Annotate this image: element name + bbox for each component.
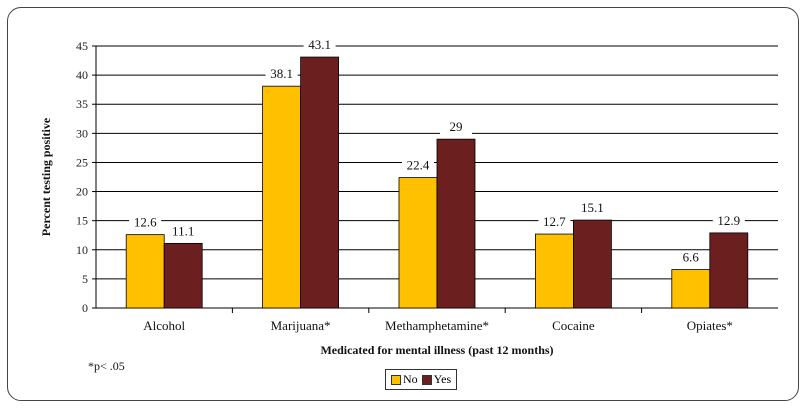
bar-yes-cocaine <box>573 219 612 309</box>
data-label: 15.1 <box>581 200 604 215</box>
bar-no-marijuana <box>262 85 302 309</box>
category-label: Alcohol <box>143 318 185 333</box>
y-tick-label: 20 <box>76 185 88 199</box>
bar-yes-opiates <box>709 232 749 309</box>
data-label: 6.6 <box>683 250 700 265</box>
legend-item-no: No <box>391 372 418 387</box>
y-tick-label: 40 <box>76 68 88 82</box>
bar-no-opiates <box>671 269 711 309</box>
data-label: 11.1 <box>172 223 194 238</box>
footnote: *p< .05 <box>88 359 125 373</box>
legend: No Yes <box>385 369 458 390</box>
data-label-bg <box>167 224 200 239</box>
legend-label-yes: Yes <box>433 372 452 386</box>
y-tick-label: 10 <box>76 243 88 257</box>
legend-item-yes: Yes <box>421 372 452 387</box>
data-label: 12.7 <box>543 214 566 229</box>
y-tick-label: 30 <box>76 126 88 140</box>
data-label-bg <box>303 38 336 53</box>
y-tick-label: 25 <box>76 155 88 169</box>
category-label: Marijuana* <box>271 318 331 333</box>
y-axis-title: Percent testing positive <box>39 117 53 236</box>
category-label: Cocaine <box>552 318 595 333</box>
y-tick-label: 45 <box>76 39 88 53</box>
bar-yes-alcohol <box>163 242 203 309</box>
data-label: 22.4 <box>407 158 430 173</box>
y-tick-label: 0 <box>82 301 88 315</box>
data-label-bg <box>265 67 298 82</box>
bar-no-cocaine <box>535 233 574 309</box>
data-label-bg <box>440 120 472 135</box>
y-tick-label: 5 <box>82 272 88 286</box>
data-label: 12.6 <box>134 215 157 230</box>
data-label-bg <box>402 158 434 173</box>
bar-no-alcohol <box>125 234 165 309</box>
bar-yes-marijuana <box>300 56 340 309</box>
y-tick-label: 15 <box>76 214 88 228</box>
y-tick-label: 35 <box>76 97 88 111</box>
legend-label-no: No <box>403 372 418 386</box>
bar-no-methamphetamine <box>398 177 438 309</box>
data-label-bg <box>576 201 609 216</box>
legend-swatch-no <box>391 374 401 385</box>
data-label-bg <box>712 213 745 228</box>
category-label: Opiates* <box>687 318 733 333</box>
data-label: 43.1 <box>308 37 331 52</box>
data-label-bg <box>129 215 162 230</box>
data-label-bg <box>538 215 571 230</box>
data-label: 38.1 <box>270 66 293 81</box>
data-label: 29 <box>450 119 463 134</box>
category-label: Methamphetamine* <box>385 318 489 333</box>
data-label-bg <box>674 250 707 265</box>
data-label: 12.9 <box>717 213 740 228</box>
x-axis-title: Medicated for mental illness (past 12 mo… <box>320 343 553 357</box>
bar-yes-methamphetamine <box>436 138 476 309</box>
legend-swatch-yes <box>421 374 432 385</box>
